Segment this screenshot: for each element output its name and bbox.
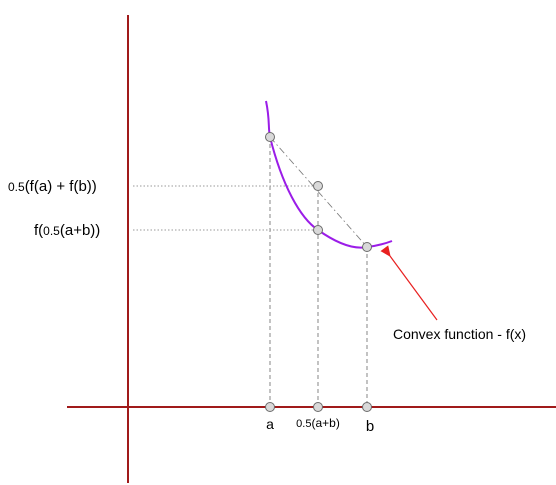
label-f-mid-value: f(0.5(a+b)) (34, 222, 100, 239)
label-x-mid: 0.5(a+b) (296, 416, 340, 430)
convex-curve (265, 100, 393, 249)
point-chord-mid (313, 181, 323, 191)
label-chord-mid-value: 0.5(f(a) + f(b)) (8, 178, 97, 195)
label-x-b: b (366, 418, 374, 435)
point-axis-mid (313, 402, 323, 412)
point-axis-a (265, 402, 275, 412)
point-axis-b (362, 402, 372, 412)
point-f-b (362, 242, 372, 252)
annotation-arrow (380, 245, 438, 321)
point-f-a (265, 132, 275, 142)
point-f-mid (313, 225, 323, 235)
chord-line (269, 136, 368, 248)
label-convex-function: Convex function - f(x) (393, 326, 526, 342)
label-x-a: a (266, 416, 274, 432)
